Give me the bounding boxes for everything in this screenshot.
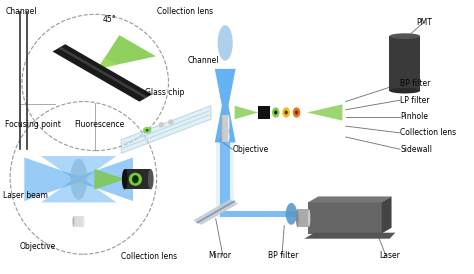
Polygon shape bbox=[286, 203, 297, 225]
Ellipse shape bbox=[146, 129, 149, 131]
Text: Focusing point: Focusing point bbox=[5, 120, 61, 129]
Text: BP filter: BP filter bbox=[268, 251, 298, 260]
Polygon shape bbox=[94, 169, 125, 190]
Polygon shape bbox=[41, 156, 117, 202]
Bar bbox=[308, 202, 381, 234]
Bar bbox=[220, 138, 230, 207]
Bar bbox=[390, 36, 420, 91]
Text: Laser: Laser bbox=[379, 251, 400, 260]
Ellipse shape bbox=[221, 132, 222, 142]
Ellipse shape bbox=[390, 33, 420, 39]
Text: LP filter: LP filter bbox=[400, 96, 429, 105]
Ellipse shape bbox=[221, 115, 222, 132]
Polygon shape bbox=[381, 196, 392, 234]
Bar bbox=[258, 106, 270, 119]
Polygon shape bbox=[307, 104, 342, 121]
Bar bbox=[222, 115, 229, 132]
Ellipse shape bbox=[272, 107, 280, 118]
Polygon shape bbox=[70, 159, 87, 200]
Polygon shape bbox=[215, 69, 236, 142]
Text: 45°: 45° bbox=[102, 15, 116, 24]
Ellipse shape bbox=[168, 119, 173, 125]
Bar bbox=[216, 211, 313, 217]
Ellipse shape bbox=[228, 132, 229, 142]
Polygon shape bbox=[24, 158, 133, 201]
Polygon shape bbox=[53, 44, 152, 102]
Polygon shape bbox=[235, 106, 258, 119]
Polygon shape bbox=[98, 57, 118, 69]
Text: Mirror: Mirror bbox=[209, 251, 232, 260]
Ellipse shape bbox=[143, 127, 152, 134]
Ellipse shape bbox=[295, 110, 298, 115]
Text: Collection lens: Collection lens bbox=[156, 7, 213, 16]
Ellipse shape bbox=[73, 216, 74, 227]
Ellipse shape bbox=[122, 169, 128, 190]
Bar bbox=[297, 210, 309, 227]
Text: Sidewall: Sidewall bbox=[400, 145, 432, 154]
Ellipse shape bbox=[274, 110, 277, 115]
Polygon shape bbox=[308, 196, 392, 202]
Ellipse shape bbox=[83, 216, 85, 227]
Text: Objective: Objective bbox=[19, 242, 56, 250]
Ellipse shape bbox=[308, 210, 310, 227]
Polygon shape bbox=[98, 35, 156, 69]
Bar bbox=[222, 132, 229, 142]
Text: PMT: PMT bbox=[417, 18, 432, 27]
Bar bbox=[125, 169, 151, 190]
Text: Pinhole: Pinhole bbox=[400, 112, 428, 121]
Text: Objective: Objective bbox=[232, 145, 269, 154]
Polygon shape bbox=[58, 47, 148, 98]
Polygon shape bbox=[121, 106, 211, 153]
Ellipse shape bbox=[293, 107, 301, 118]
Ellipse shape bbox=[390, 88, 420, 93]
Ellipse shape bbox=[129, 173, 142, 186]
Bar bbox=[73, 216, 84, 227]
Text: BP filter: BP filter bbox=[400, 79, 430, 88]
Polygon shape bbox=[193, 199, 238, 225]
Text: Collection lens: Collection lens bbox=[400, 129, 456, 137]
Ellipse shape bbox=[296, 210, 299, 227]
Ellipse shape bbox=[148, 169, 154, 190]
Text: Laser beam: Laser beam bbox=[3, 191, 48, 200]
Text: Channel: Channel bbox=[5, 7, 37, 16]
Text: Channel: Channel bbox=[187, 56, 219, 65]
Text: Fluorescence: Fluorescence bbox=[74, 120, 124, 129]
Ellipse shape bbox=[284, 110, 288, 115]
Bar bbox=[220, 211, 308, 217]
Ellipse shape bbox=[132, 175, 139, 183]
Ellipse shape bbox=[158, 122, 164, 127]
Polygon shape bbox=[304, 233, 395, 239]
Ellipse shape bbox=[283, 107, 290, 118]
Polygon shape bbox=[218, 25, 233, 61]
Text: Collection lens: Collection lens bbox=[121, 252, 177, 261]
Bar bbox=[216, 138, 234, 207]
Text: Glass chip: Glass chip bbox=[145, 87, 184, 96]
Ellipse shape bbox=[228, 115, 229, 132]
